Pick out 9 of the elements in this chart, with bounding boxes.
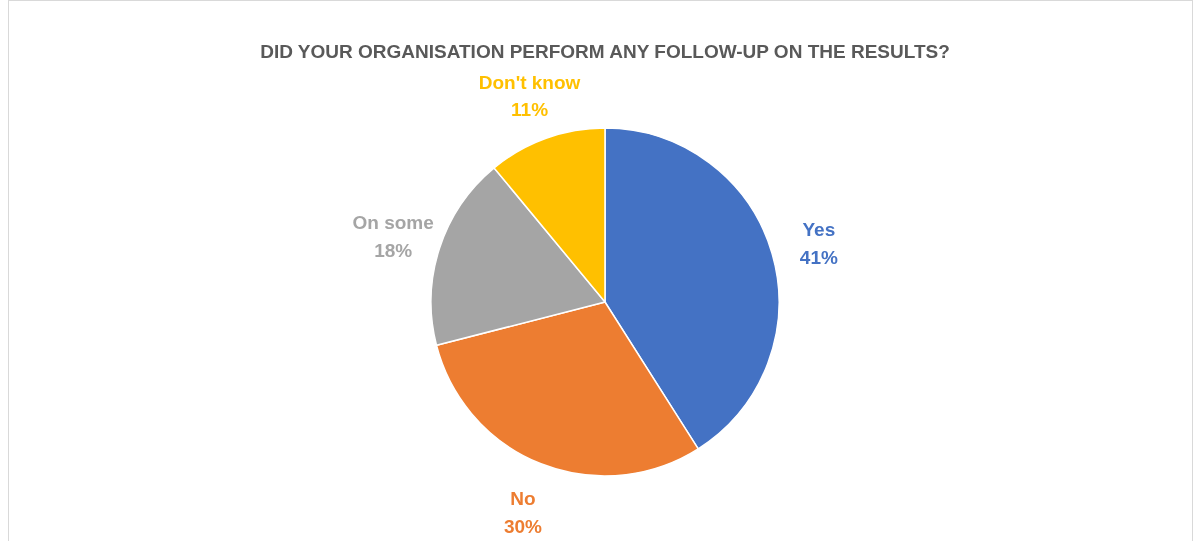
data-label: 41%	[799, 246, 838, 268]
data-label: 11%	[511, 99, 549, 121]
slice-label: Yes	[802, 219, 836, 241]
data-label: 30%	[504, 515, 543, 537]
chart-title: DID YOUR ORGANISATION PERFORM ANY FOLLOW-UP ON THE RESULTS?	[260, 41, 950, 62]
slice-label: On some	[352, 212, 434, 234]
slice-label: Don't know	[478, 71, 581, 93]
slice-label: No	[510, 488, 536, 510]
data-label: 18%	[374, 239, 413, 261]
